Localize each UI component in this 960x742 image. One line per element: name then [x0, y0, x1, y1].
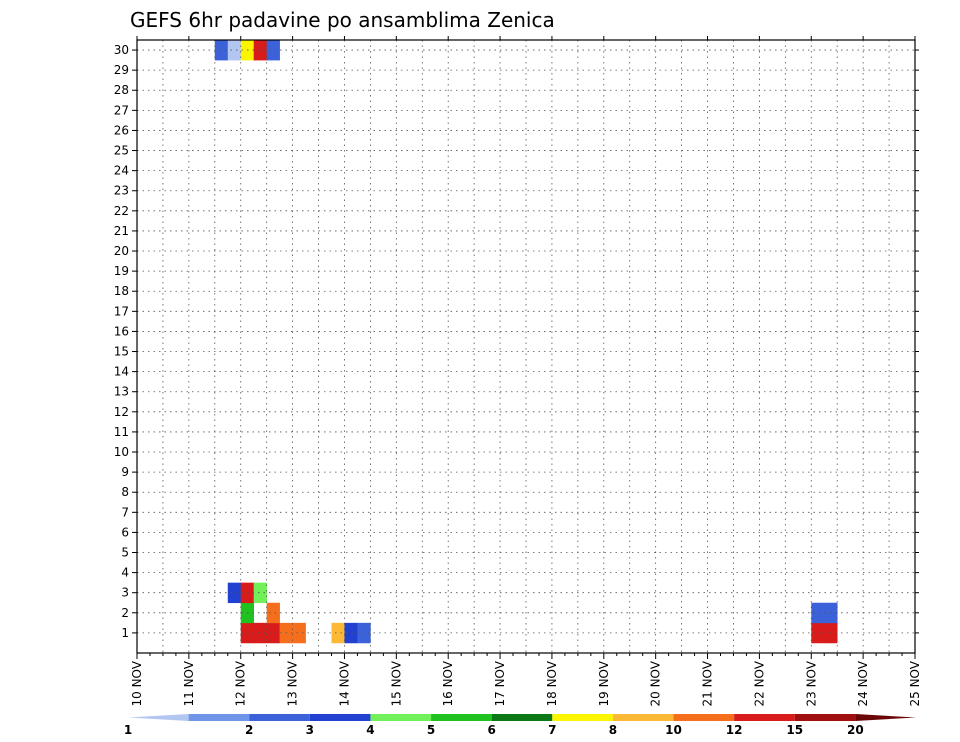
- x-axis: 10 NOV 11 NOV 12 NOV 13 NOV 14 NOV 15 NOV 16 N…: [130, 36, 922, 707]
- legend-swatch: [249, 714, 310, 721]
- chart-title: GEFS 6hr padavine po ansamblima Zenica: [130, 8, 555, 32]
- y-tick-label: 24: [114, 164, 129, 178]
- y-tick-label: 29: [114, 63, 129, 77]
- y-tick-label: 6: [121, 525, 129, 539]
- heatmap-cell: [266, 40, 280, 61]
- x-tick-label: 17 NOV: [493, 660, 507, 706]
- legend-label: 4: [366, 723, 374, 737]
- heatmap-cell: [227, 582, 242, 604]
- legend-swatch: [431, 714, 492, 721]
- legend-swatch: [734, 714, 795, 721]
- legend-label: 3: [306, 723, 314, 737]
- heatmap-cell: [253, 582, 267, 604]
- y-tick-label: 18: [114, 284, 129, 298]
- x-tick-label: 22 NOV: [752, 660, 766, 706]
- y-tick-label: 3: [121, 586, 129, 600]
- legend-label: 15: [786, 723, 803, 737]
- x-tick-label: 10 NOV: [130, 660, 144, 706]
- legend-label: 7: [548, 723, 556, 737]
- y-tick-label: 15: [114, 345, 129, 359]
- x-tick-label: 14 NOV: [337, 660, 351, 706]
- plot-frame: [136, 39, 916, 654]
- heatmap-cell: [253, 40, 267, 61]
- y-tick-label: 30: [114, 43, 129, 57]
- x-tick-label: 19 NOV: [597, 660, 611, 706]
- color-legend: 1 2 3 4 5 6 7 8 10 12 15 20: [124, 714, 916, 737]
- x-tick-label: 18 NOV: [545, 660, 559, 706]
- y-tick-label: 26: [114, 123, 129, 137]
- y-tick-label: 14: [114, 365, 129, 379]
- legend-swatch: [370, 714, 432, 721]
- y-tick-label: 4: [121, 566, 129, 580]
- legend-swatch: [673, 714, 735, 721]
- x-tick-label: 16 NOV: [441, 660, 455, 706]
- legend-label: 5: [427, 723, 435, 737]
- y-tick-label: 2: [121, 606, 129, 620]
- y-tick-label: 19: [114, 264, 129, 278]
- legend-swatch: [188, 714, 250, 721]
- x-tick-label: 24 NOV: [856, 660, 870, 706]
- x-tick-label: 13 NOV: [286, 660, 300, 706]
- legend-swatch: [855, 714, 916, 721]
- x-tick-label: 25 NOV: [908, 660, 922, 706]
- y-tick-label: 20: [114, 244, 129, 258]
- legend-label: 6: [488, 723, 496, 737]
- y-tick-label: 9: [121, 465, 129, 479]
- y-tick-label: 16: [114, 324, 129, 338]
- y-tick-label: 17: [114, 304, 129, 318]
- y-tick-label: 28: [114, 83, 129, 97]
- legend-label: 1: [124, 723, 132, 737]
- y-tick-label: 27: [114, 103, 129, 117]
- x-tick-label: 11 NOV: [182, 660, 196, 706]
- heatmap-cell: [331, 622, 345, 644]
- y-tick-label: 23: [114, 184, 129, 198]
- y-tick-label: 22: [114, 204, 129, 218]
- heatmap-cell: [811, 622, 825, 644]
- x-tick-label: 21 NOV: [701, 660, 715, 706]
- legend-swatch: [794, 714, 856, 721]
- heatmap-cell: [357, 622, 371, 644]
- heatmap-cell: [811, 602, 825, 624]
- y-tick-label: 10: [114, 445, 129, 459]
- heatmap-cell: [266, 622, 280, 644]
- legend-label: 2: [245, 723, 253, 737]
- y-tick-label: 1: [121, 626, 129, 640]
- y-tick-label: 8: [121, 485, 129, 499]
- legend-swatch: [612, 714, 674, 721]
- legend-label: 12: [726, 723, 743, 737]
- legend-label: 20: [847, 723, 864, 737]
- y-tick-label: 11: [114, 425, 129, 439]
- legend-swatch: [128, 714, 189, 721]
- heatmap-cell: [227, 40, 242, 61]
- heatmap-cell: [253, 622, 267, 644]
- y-tick-label: 21: [114, 224, 129, 238]
- y-tick-label: 12: [114, 405, 129, 419]
- y-tick-label: 25: [114, 144, 129, 158]
- y-tick-label: 5: [121, 546, 129, 560]
- x-tick-label: 12 NOV: [234, 660, 248, 706]
- legend-swatch: [309, 714, 371, 721]
- y-axis: 1234567891011121314151617181920212223242…: [114, 43, 919, 640]
- legend-label: 8: [609, 723, 617, 737]
- heatmap-cell: [292, 622, 306, 644]
- y-tick-label: 13: [114, 385, 129, 399]
- legend-swatch: [491, 714, 553, 721]
- legend-swatch: [552, 714, 613, 721]
- y-tick-label: 7: [121, 505, 129, 519]
- heatmap-cell: [344, 622, 358, 644]
- x-tick-label: 23 NOV: [804, 660, 818, 706]
- heatmap-cell: [266, 602, 280, 624]
- x-tick-label: 20 NOV: [649, 660, 663, 706]
- x-tick-label: 15 NOV: [389, 660, 403, 706]
- grid-lines: [137, 40, 915, 653]
- legend-label: 10: [665, 723, 682, 737]
- heatmap-cell: [214, 40, 229, 61]
